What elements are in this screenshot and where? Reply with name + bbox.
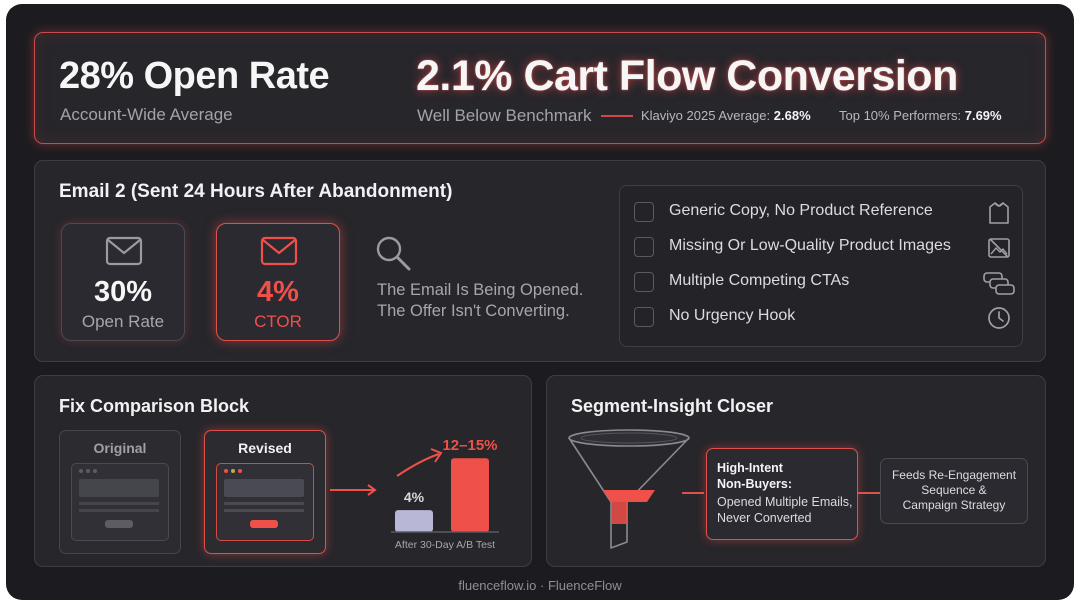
- issues-checklist: Generic Copy, No Product Reference Missi…: [619, 185, 1023, 347]
- issue-row: Generic Copy, No Product Reference: [634, 200, 1012, 226]
- open-rate-card: 30% Open Rate: [61, 223, 185, 341]
- revised-label: Revised: [238, 440, 292, 456]
- shirt-icon: [989, 202, 1009, 224]
- issue-label: No Urgency Hook: [669, 307, 796, 324]
- trend-arrow-head: [430, 448, 443, 463]
- issue-checkbox[interactable]: [634, 272, 654, 292]
- original-cta-button: [105, 520, 133, 528]
- email2-title: Email 2 (Sent 24 Hours After Abandonment…: [59, 181, 453, 202]
- open-rate-title: 28% Open Rate: [59, 55, 330, 97]
- revised-email-mockup: [216, 463, 314, 541]
- envelope-icon: [105, 236, 143, 266]
- issue-row: Missing Or Low-Quality Product Images: [634, 235, 1012, 261]
- ab-test-chart: 4% 12–15% After 30-Day A/B Test: [391, 437, 499, 551]
- original-card: Original: [59, 430, 181, 554]
- clock-icon: [988, 307, 1010, 329]
- conversion-title: 2.1% Cart Flow Conversion: [416, 52, 958, 100]
- fix-comparison-panel: Fix Comparison Block Original Revised: [34, 375, 532, 567]
- feeds-line-3: Campaign Strategy: [902, 498, 1006, 512]
- arrow-right-icon: [330, 484, 377, 496]
- magnifier-icon: [376, 236, 411, 271]
- broken-image-icon: [988, 238, 1010, 258]
- original-label: Original: [93, 440, 147, 456]
- issue-checkbox[interactable]: [634, 307, 654, 327]
- segment-connector: [682, 492, 704, 494]
- fix-title: Fix Comparison Block: [59, 396, 250, 416]
- bar-original: [395, 510, 433, 532]
- original-email-mockup: [71, 463, 169, 541]
- stacked-buttons-icon: [983, 272, 1015, 295]
- top10-value: 7.69%: [964, 108, 1002, 123]
- insight-line-2: The Offer Isn't Converting.: [377, 302, 570, 320]
- headline-panel: 28% Open Rate Account-Wide Average 2.1% …: [34, 32, 1046, 144]
- top10-benchmark: Top 10% Performers: 7.69%: [839, 108, 1002, 123]
- funnel-highlight: [603, 490, 655, 502]
- feeds-line-1: Feeds Re-Engagement: [891, 468, 1017, 482]
- open-rate-label: Open Rate: [81, 312, 165, 331]
- insight-line-1: The Email Is Being Opened.: [377, 281, 584, 299]
- klaviyo-label: Klaviyo 2025 Average:: [641, 108, 771, 123]
- funnel-icon: [568, 429, 690, 549]
- bar-revised: [451, 458, 489, 532]
- open-rate-subtitle: Account-Wide Average: [60, 105, 233, 124]
- ctor-label: CTOR: [254, 312, 302, 331]
- issue-checkbox[interactable]: [634, 202, 654, 222]
- open-rate-value: 30%: [93, 276, 153, 308]
- envelope-red-icon: [260, 236, 298, 266]
- segment-insight-panel: Segment-Insight Closer High-Intent Non-B…: [546, 375, 1046, 567]
- conversion-subtitle: Well Below Benchmark: [417, 106, 592, 125]
- top10-label: Top 10% Performers:: [839, 108, 962, 123]
- issue-label: Missing Or Low-Quality Product Images: [669, 237, 951, 254]
- issue-row: No Urgency Hook: [634, 305, 1012, 331]
- segment-connector-2: [858, 492, 880, 494]
- revised-cta-button: [250, 520, 278, 528]
- ctor-value: 4%: [257, 276, 299, 308]
- bar-label-original: 4%: [404, 489, 425, 505]
- klaviyo-benchmark: Klaviyo 2025 Average: 2.68%: [641, 108, 811, 123]
- footer-credit: fluenceflow.io · FluenceFlow: [458, 578, 622, 593]
- high-intent-body-2: Never Converted: [717, 511, 812, 525]
- bar-label-revised: 12–15%: [442, 437, 497, 454]
- infographic-frame: 28% Open Rate Account-Wide Average 2.1% …: [6, 4, 1074, 600]
- issue-checkbox[interactable]: [634, 237, 654, 257]
- revised-card: Revised: [204, 430, 326, 554]
- feeds-box: Feeds Re-Engagement Sequence & Campaign …: [880, 458, 1028, 524]
- ctor-card: 4% CTOR: [216, 223, 340, 341]
- segment-title: Segment-Insight Closer: [571, 396, 774, 416]
- klaviyo-value: 2.68%: [773, 108, 811, 123]
- trend-arrow: [396, 453, 440, 477]
- email2-panel: Email 2 (Sent 24 Hours After Abandonment…: [34, 160, 1046, 362]
- high-intent-box: High-Intent Non-Buyers: Opened Multiple …: [706, 448, 858, 540]
- chart-caption: After 30-Day A/B Test: [395, 539, 495, 551]
- high-intent-line-2: Non-Buyers:: [717, 477, 793, 491]
- issue-label: Generic Copy, No Product Reference: [669, 202, 933, 219]
- issue-label: Multiple Competing CTAs: [669, 272, 850, 289]
- high-intent-body-1: Opened Multiple Emails,: [717, 495, 853, 509]
- high-intent-line-1: High-Intent: [717, 461, 783, 475]
- feeds-line-2: Sequence &: [921, 483, 987, 497]
- issue-row: Multiple Competing CTAs: [634, 270, 1015, 296]
- benchmark-divider: [601, 115, 633, 117]
